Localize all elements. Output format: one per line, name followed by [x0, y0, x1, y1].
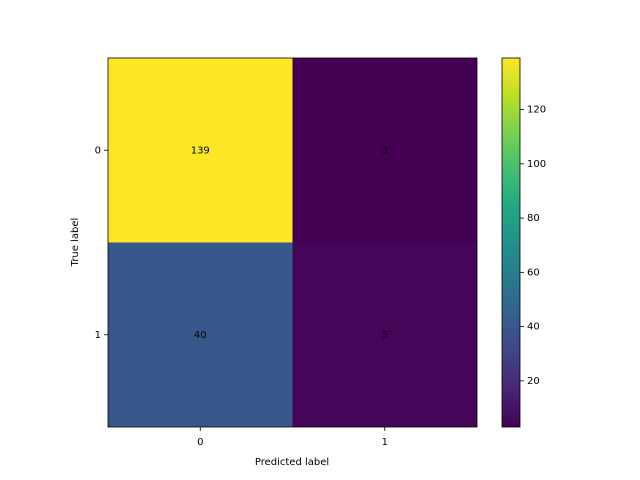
cell-value: 40	[194, 330, 207, 341]
heatmap-cell	[108, 58, 293, 243]
plot-frame	[107, 57, 478, 428]
cell-value: 139	[191, 145, 210, 156]
heatmap-cell	[292, 242, 477, 427]
heatmap-cell	[108, 242, 293, 427]
x-tick-label: 0	[197, 437, 203, 448]
y-axis-label: True label	[70, 218, 81, 268]
y-tick-label: 0	[95, 145, 101, 156]
x-tick-label: 1	[382, 437, 388, 448]
colorbar-tick-label: 60	[527, 267, 540, 278]
y-tick-label: 1	[95, 330, 101, 341]
cell-value: 5	[382, 330, 388, 341]
colorbar-tick-label: 100	[527, 159, 546, 170]
colorbar-tick-label: 120	[527, 105, 546, 116]
colorbar-tick-label: 40	[527, 322, 540, 333]
colorbar-tick-label: 20	[527, 376, 540, 387]
cell-value: 3	[382, 145, 388, 156]
x-axis-label: Predicted label	[255, 457, 329, 468]
colorbar-tick-label: 80	[527, 213, 540, 224]
heatmap-cell	[292, 58, 477, 243]
colorbar	[501, 57, 521, 428]
